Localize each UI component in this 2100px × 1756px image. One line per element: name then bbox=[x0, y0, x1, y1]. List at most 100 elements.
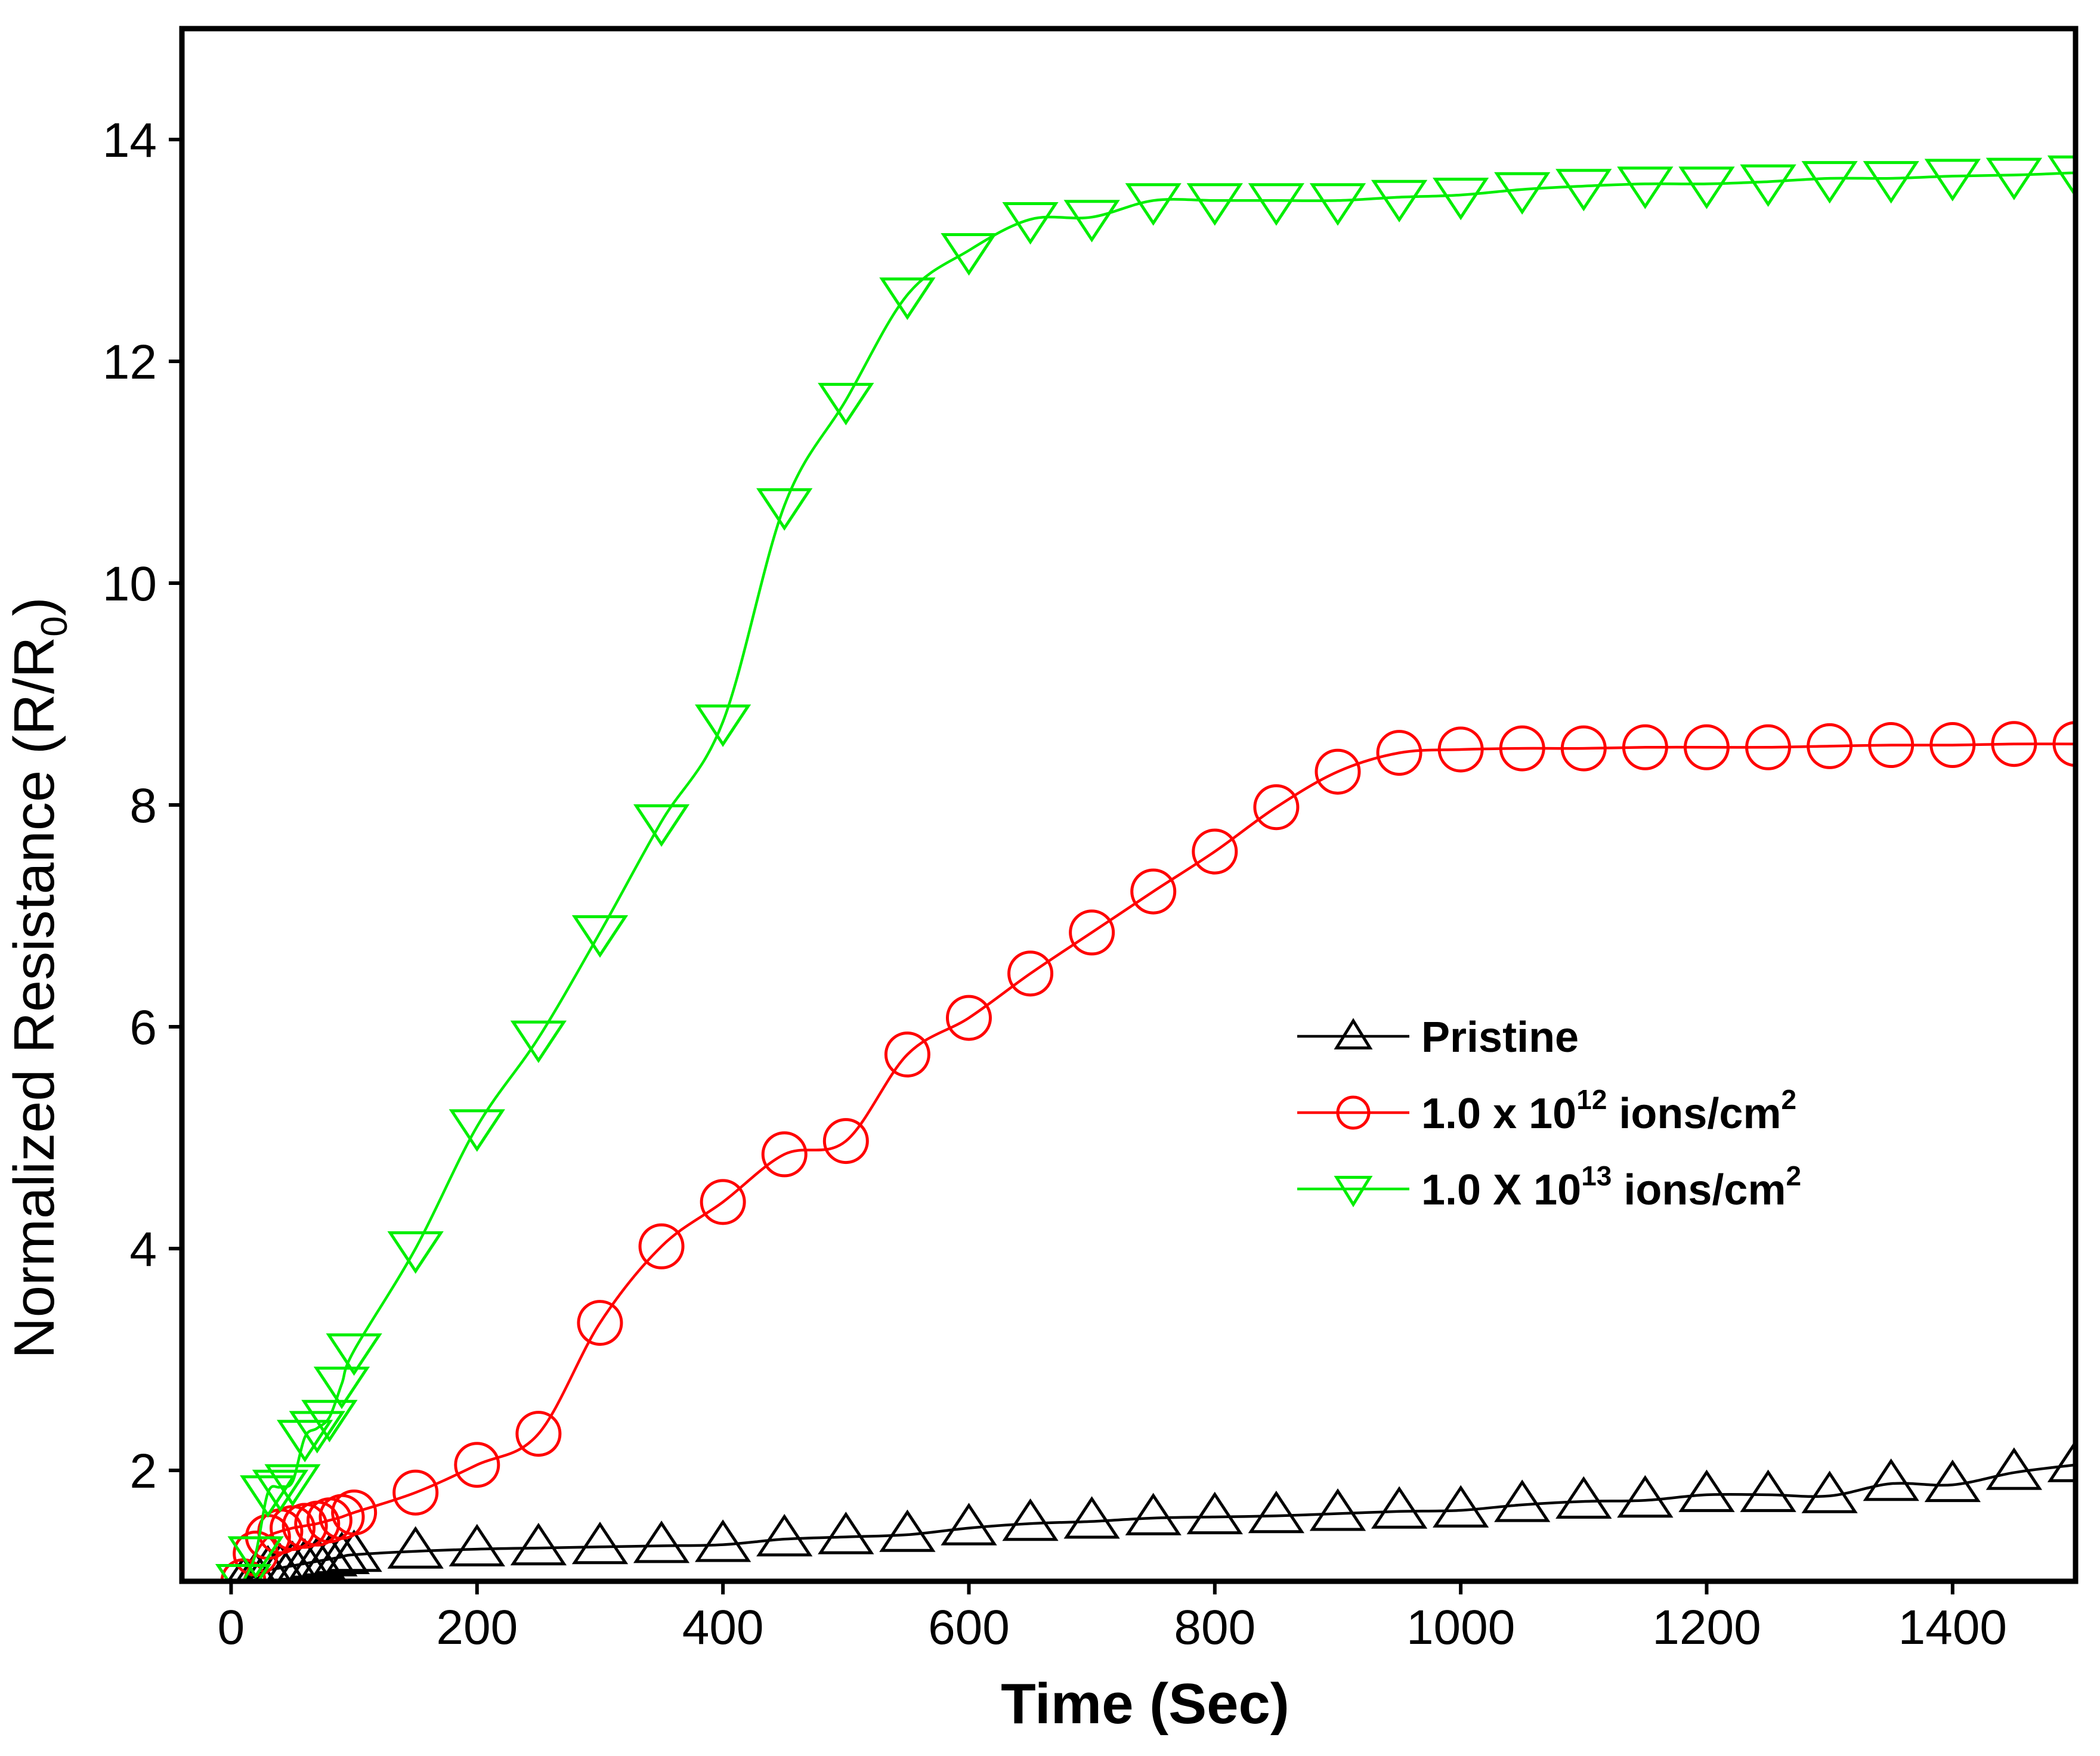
data-point bbox=[1617, 1475, 1674, 1518]
data-point bbox=[756, 1513, 813, 1557]
x-tick-label: 0 bbox=[218, 1600, 245, 1655]
data-point bbox=[1253, 784, 1300, 831]
data-point bbox=[1192, 828, 1238, 875]
y-tick-label: 6 bbox=[129, 1001, 157, 1055]
data-point bbox=[326, 1529, 382, 1572]
data-point bbox=[301, 1534, 358, 1577]
data-point bbox=[1929, 722, 1976, 769]
legend-label-main: 1.0 x 10 bbox=[1421, 1090, 1576, 1138]
data-point bbox=[1125, 1492, 1182, 1535]
data-point bbox=[387, 1526, 444, 1569]
legend-label-tail: ions/cm bbox=[1612, 1166, 1786, 1214]
series-3 bbox=[215, 155, 2076, 1581]
data-point bbox=[301, 1399, 358, 1443]
data-point bbox=[1248, 1490, 1305, 1534]
data-point bbox=[756, 488, 813, 531]
data-point bbox=[289, 1411, 345, 1454]
data-point bbox=[1499, 725, 1545, 772]
data-point bbox=[454, 1442, 500, 1488]
data-point bbox=[313, 1531, 370, 1574]
legend-label: 1.0 x 1012 ions/cm2 bbox=[1421, 1084, 1796, 1138]
data-point bbox=[700, 1179, 746, 1225]
legend-label: Pristine bbox=[1421, 1014, 1579, 1061]
data-point bbox=[515, 1411, 562, 1457]
legend-entry-3: 1.0 X 1013 ions/cm2 bbox=[1297, 1160, 1801, 1214]
data-point bbox=[2047, 155, 2076, 199]
data-point bbox=[510, 1020, 567, 1063]
data-point bbox=[215, 1564, 272, 1581]
data-point bbox=[449, 1109, 505, 1152]
data-point bbox=[2047, 1439, 2076, 1482]
series-line bbox=[242, 171, 2076, 1581]
data-point bbox=[571, 1521, 629, 1565]
data-point bbox=[1002, 202, 1059, 245]
legend-label-main: Pristine bbox=[1421, 1014, 1579, 1061]
x-tick-label: 600 bbox=[928, 1600, 1010, 1655]
legend-marker bbox=[1334, 1018, 1373, 1049]
y-tick-label: 14 bbox=[103, 113, 157, 168]
data-point bbox=[638, 1223, 685, 1269]
x-axis-title: Time (Sec) bbox=[1001, 1672, 1289, 1736]
legend-marker bbox=[1336, 1095, 1371, 1130]
y-axis-title: Normalized Resistance (R/R0) bbox=[2, 597, 75, 1358]
data-point bbox=[1863, 161, 1919, 204]
data-point bbox=[1494, 1479, 1551, 1522]
data-point bbox=[331, 1489, 378, 1536]
data-point bbox=[1801, 1470, 1858, 1513]
data-point bbox=[633, 804, 690, 847]
x-tick-label: 800 bbox=[1174, 1600, 1255, 1655]
data-point bbox=[941, 233, 997, 276]
data-point bbox=[449, 1523, 505, 1566]
data-point bbox=[879, 277, 936, 320]
data-point bbox=[879, 1509, 936, 1552]
y-axis-title-main: Normalized Resistance (R/R bbox=[2, 637, 66, 1359]
data-point bbox=[633, 1520, 690, 1563]
data-point bbox=[1186, 1491, 1243, 1535]
ticks-layer: 0 200 400 600 800 1000 1200 1400 2 4 6 8 10 12 14 bbox=[103, 113, 2007, 1655]
data-point bbox=[326, 1333, 382, 1376]
y-tick-label: 4 bbox=[129, 1222, 157, 1277]
data-point bbox=[313, 1367, 370, 1410]
data-point bbox=[2052, 721, 2076, 767]
data-point bbox=[1801, 161, 1858, 204]
data-point bbox=[277, 1420, 333, 1463]
data-point bbox=[1007, 950, 1054, 997]
data-point bbox=[1622, 724, 1668, 770]
y-axis-title-subscript: 0 bbox=[34, 616, 75, 636]
legend-label-sup: 13 bbox=[1581, 1160, 1612, 1191]
legend-entry-1: Pristine bbox=[1297, 1014, 1579, 1061]
data-point bbox=[1560, 725, 1607, 772]
data-point bbox=[265, 1540, 320, 1581]
data-point bbox=[289, 1536, 345, 1579]
data-point bbox=[264, 1464, 321, 1507]
series-line bbox=[242, 742, 2076, 1581]
data-point bbox=[1376, 730, 1422, 776]
legend-label-main: 1.0 X 10 bbox=[1421, 1166, 1581, 1214]
data-point bbox=[1985, 1447, 2043, 1490]
data-point bbox=[1868, 722, 1915, 769]
data-point bbox=[884, 1032, 930, 1077]
data-point bbox=[818, 1512, 874, 1554]
data-point bbox=[1125, 183, 1182, 226]
series-layer bbox=[215, 155, 2076, 1581]
data-point bbox=[510, 1522, 567, 1566]
data-point bbox=[695, 704, 751, 747]
data-point bbox=[1924, 159, 1981, 202]
data-point bbox=[1494, 172, 1551, 215]
data-point bbox=[1371, 179, 1428, 223]
data-point bbox=[1433, 1485, 1489, 1528]
y-tick-label: 10 bbox=[103, 557, 157, 611]
legend-label-sup: 12 bbox=[1576, 1084, 1607, 1115]
data-point bbox=[822, 1118, 869, 1165]
data-point bbox=[577, 1300, 623, 1346]
data-point bbox=[1745, 724, 1792, 770]
data-point bbox=[695, 1519, 751, 1562]
data-point bbox=[1683, 724, 1730, 770]
data-point bbox=[1433, 178, 1489, 221]
data-point bbox=[571, 915, 629, 958]
data-point bbox=[392, 1469, 439, 1516]
data-point bbox=[387, 1231, 444, 1274]
legend-marker bbox=[1334, 1176, 1373, 1207]
